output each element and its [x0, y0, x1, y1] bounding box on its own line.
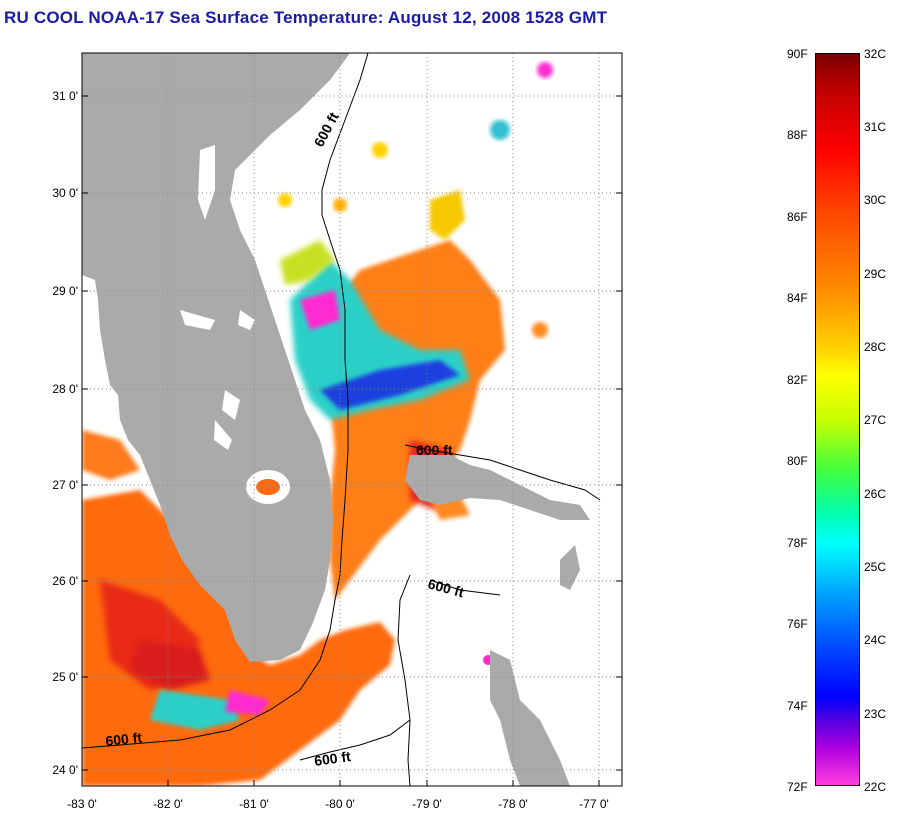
colorbar-c-label: 24C — [864, 633, 887, 647]
tick-marks — [82, 95, 622, 786]
sst-patch-keys-cool — [150, 690, 240, 730]
colorbar-f-label: 86F — [787, 210, 808, 224]
colorbar-f-label: 84F — [787, 291, 808, 305]
colorbar-c-label: 27C — [864, 413, 887, 427]
sst-patch-yellow-north — [430, 190, 465, 240]
sst-patch-gulf-north — [82, 430, 140, 480]
colorbar-c-label: 30C — [864, 193, 887, 207]
lon-label: -82 0' — [153, 797, 183, 811]
land-bahamas-small — [560, 545, 580, 590]
map-title: RU COOL NOAA-17 Sea Surface Temperature:… — [4, 8, 608, 27]
lon-label: -79 0' — [412, 797, 442, 811]
colorbar-c-label: 31C — [864, 120, 887, 134]
temperature-colorbar — [815, 53, 860, 786]
latitude-labels: 31 0' 30 0' 29 0' 28 0' 27 0' 26 0' 25 0… — [52, 89, 78, 777]
colorbar-f-label: 80F — [787, 454, 808, 468]
land-bahamas-grand — [405, 455, 590, 520]
lat-label: 30 0' — [52, 186, 78, 200]
lon-label: -81 0' — [239, 797, 269, 811]
sst-patch-keys-magenta — [225, 690, 270, 715]
longitude-labels: -83 0' -82 0' -81 0' -80 0' -79 0' -78 0… — [67, 797, 609, 811]
colorbar-c-label: 28C — [864, 340, 887, 354]
colorbar-f-label: 74F — [787, 699, 808, 713]
lat-label: 27 0' — [52, 478, 78, 492]
contour-label-southwest: 600 ft — [105, 729, 143, 749]
colorbar-c-label: 22C — [864, 780, 887, 794]
lon-label: -80 0' — [325, 797, 355, 811]
colorbar-c-label: 23C — [864, 707, 887, 721]
land — [82, 53, 590, 786]
colorbar-c-label: 29C — [864, 267, 887, 281]
contour-keys-south — [299, 719, 411, 761]
lon-label: -83 0' — [67, 797, 97, 811]
map-frame — [81, 52, 623, 787]
isobath-contours — [82, 53, 601, 786]
colorbar-f-label: 78F — [787, 536, 808, 550]
contour-label-central: 600 ft — [416, 442, 453, 458]
colorbar-c-label: 32C — [864, 47, 887, 61]
sst-patch-blue — [320, 360, 460, 410]
lat-label: 31 0' — [52, 89, 78, 103]
colorbar-f-label: 88F — [787, 128, 808, 142]
lat-label: 29 0' — [52, 284, 78, 298]
land-florida — [82, 53, 350, 662]
lon-label: -78 0' — [498, 797, 528, 811]
colorbar-f-label: 76F — [787, 617, 808, 631]
colorbar-f-label: 82F — [787, 373, 808, 387]
contour-label-south: 600 ft — [313, 748, 352, 769]
colorbar-c-label: 26C — [864, 487, 887, 501]
land-bahamas-andros — [490, 650, 570, 786]
lat-label: 26 0' — [52, 574, 78, 588]
colorbar-f-label: 72F — [787, 780, 808, 794]
contour-bahamas-west — [397, 574, 411, 786]
sst-patch-yellow — [280, 240, 335, 285]
contour-east-florida — [82, 53, 369, 749]
contour-bahamas — [404, 444, 601, 501]
contour-bahamas-south — [429, 579, 501, 596]
colorbar-c-label: 25C — [864, 560, 887, 574]
lon-label: -77 0' — [579, 797, 609, 811]
lat-label: 25 0' — [52, 670, 78, 684]
lat-label: 24 0' — [52, 763, 78, 777]
lat-label: 28 0' — [52, 382, 78, 396]
colorbar-f-label: 90F — [787, 47, 808, 61]
sst-patch-magenta — [300, 290, 340, 330]
